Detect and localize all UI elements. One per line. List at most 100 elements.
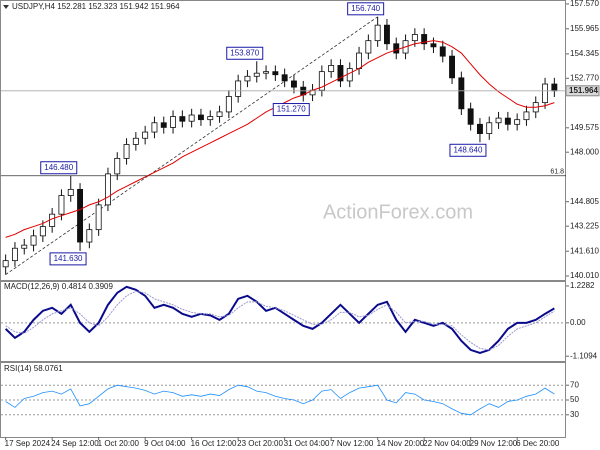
candle-body: [272, 71, 279, 76]
candle-body: [290, 80, 297, 88]
candle-body: [476, 123, 483, 135]
candle-body: [58, 195, 65, 215]
candle-body: [430, 43, 437, 48]
candle-body: [197, 114, 204, 121]
candle-body: [514, 119, 521, 125]
candle-body: [188, 114, 195, 122]
x-tick-label: 24 Sep 12:00: [51, 439, 99, 448]
candle-body: [393, 43, 400, 54]
candle-body: [123, 144, 130, 159]
y-tick-label: 143.225: [570, 221, 599, 230]
annotation-box: [272, 103, 310, 117]
macd-line: [4, 285, 555, 354]
candle-body: [77, 188, 84, 243]
candle-body: [142, 131, 149, 139]
annotation-label: 146.480: [44, 163, 73, 172]
candle-body: [67, 188, 74, 196]
y-tick-label: 50: [570, 395, 579, 404]
candle-body: [11, 247, 18, 262]
annotation-box: [40, 161, 78, 175]
candle-body: [383, 24, 390, 45]
macd-title: MACD(12,26,9) 0.4814 0.3909: [4, 282, 114, 291]
annotation-label: 141.630: [54, 254, 83, 263]
candle-body: [114, 157, 121, 175]
y-tick-label: 140.010: [570, 271, 599, 280]
candle-body: [179, 116, 186, 122]
y-tick-label: 152.770: [570, 73, 599, 82]
y-tick-label: -1.1094: [570, 351, 598, 360]
candle-body: [95, 204, 102, 231]
annotation-box: [347, 2, 385, 16]
candle-body: [49, 213, 56, 227]
annotation-label: 156.740: [351, 4, 380, 13]
x-tick-label: 6 Dec 20:00: [516, 439, 560, 448]
candle-body: [328, 65, 335, 73]
candle-body: [2, 260, 9, 268]
candle-body: [504, 117, 511, 125]
candle-body: [30, 235, 37, 246]
macd-panel: [0, 281, 566, 362]
x-tick-label: 14 Nov 20:00: [377, 439, 425, 448]
y-tick-label: 70: [570, 380, 579, 389]
x-tick-label: 29 Nov 12:00: [470, 439, 518, 448]
candle-body: [225, 96, 232, 113]
trendline: [5, 16, 378, 275]
candle-body: [216, 111, 223, 117]
candle-body: [421, 34, 428, 45]
annotation-box: [49, 252, 87, 266]
y-tick-label: 144.805: [570, 197, 599, 206]
candle-body: [374, 24, 381, 42]
x-tick-label: 9 Oct 04:00: [144, 439, 186, 448]
x-tick-label: 22 Nov 04:00: [423, 439, 471, 448]
candle-body: [281, 74, 288, 82]
main-panel: [0, 0, 566, 281]
candle-body: [104, 173, 111, 206]
candle-body: [551, 83, 558, 92]
candle-body: [170, 116, 177, 128]
annotation-label: 153.870: [230, 48, 259, 57]
chart-title: USDJPY,H4 152.281 152.323 151.942 151.96…: [12, 2, 180, 11]
annotation-box: [226, 46, 264, 60]
candle-body: [207, 116, 214, 121]
y-tick-label: 157.570: [570, 0, 599, 8]
y-tick-label: 30: [570, 410, 579, 419]
candle-body: [151, 122, 158, 133]
price-box: [565, 85, 600, 97]
signal-line: [5, 290, 555, 351]
y-tick-label: 155.965: [570, 24, 599, 33]
candle-body: [39, 226, 46, 237]
candle-body: [235, 80, 242, 97]
candle-body: [449, 55, 456, 79]
candle-body: [337, 65, 344, 82]
level-label: 61.8: [550, 169, 564, 176]
candle-body: [86, 229, 93, 243]
candle-body: [263, 71, 270, 74]
y-tick-label: 148.000: [570, 147, 599, 156]
candle-body: [365, 40, 372, 54]
x-tick-label: 16 Oct 12:00: [191, 439, 237, 448]
y-tick-label: 0.00: [570, 318, 586, 327]
candle-body: [439, 46, 446, 57]
rsi-line: [5, 384, 555, 416]
rsi-title: RSI(14) 58.0761: [4, 364, 63, 373]
annotation-label: 151.270: [277, 105, 306, 114]
candle-body: [411, 34, 418, 42]
annotation-box: [449, 143, 487, 157]
candle-body: [467, 108, 474, 125]
y-tick-label: 154.345: [570, 49, 599, 58]
candle-body: [542, 83, 549, 104]
menu-icon: [3, 5, 9, 9]
candle-body: [253, 72, 260, 77]
candle-body: [495, 117, 502, 124]
candle-body: [318, 71, 325, 91]
candle-body: [244, 75, 251, 82]
candle-body: [486, 122, 493, 135]
x-tick-label: 17 Sep 2024: [5, 439, 51, 448]
candle-body: [458, 77, 465, 110]
candle-body: [346, 68, 353, 82]
y-tick-label: 149.575: [570, 123, 599, 132]
candle-body: [132, 137, 139, 145]
candle-body: [523, 111, 530, 121]
annotation-label: 148.640: [453, 145, 482, 154]
